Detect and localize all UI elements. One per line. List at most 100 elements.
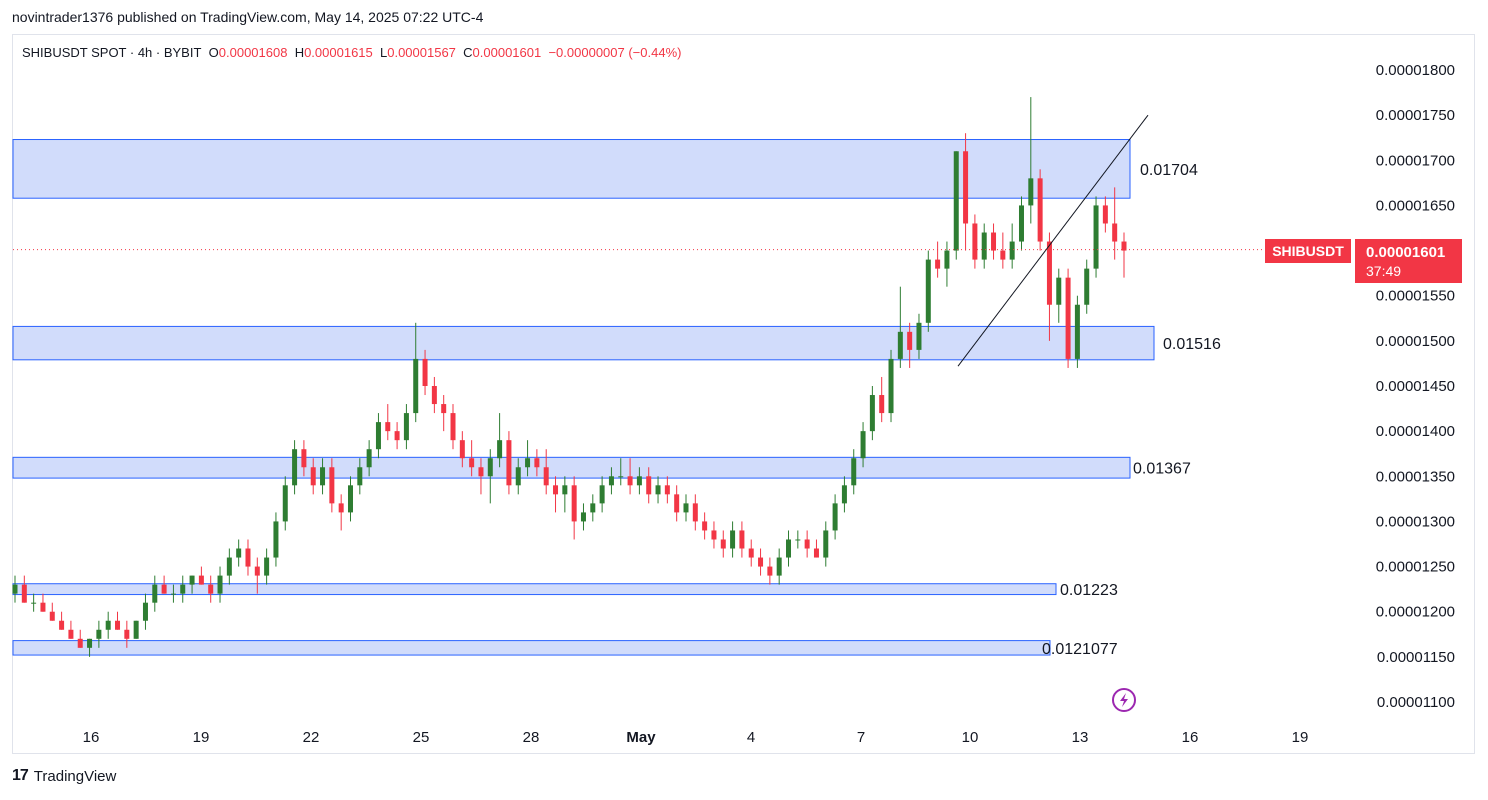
x-tick-label: 19 bbox=[193, 729, 210, 746]
x-tick-label: 16 bbox=[83, 729, 100, 746]
zone-rect[interactable] bbox=[12, 139, 1131, 199]
candle-body bbox=[627, 476, 633, 486]
candle-body bbox=[1037, 178, 1043, 242]
candle-body bbox=[124, 629, 130, 639]
candle-body bbox=[664, 485, 670, 495]
candle-body bbox=[786, 539, 792, 558]
x-tick-label: 4 bbox=[747, 729, 755, 746]
candle-body bbox=[1112, 223, 1118, 242]
zone-label: 0.01516 bbox=[1163, 336, 1221, 353]
candle-body bbox=[823, 530, 829, 558]
x-tick-label: May bbox=[626, 729, 656, 746]
zone-rect[interactable] bbox=[12, 583, 1057, 596]
zone-rect[interactable] bbox=[12, 456, 1131, 479]
candle-body bbox=[730, 530, 736, 549]
close-value: 0.00001601 bbox=[472, 45, 542, 60]
candle-body bbox=[692, 503, 698, 522]
price-tag-bg bbox=[1355, 239, 1462, 283]
candle-body bbox=[422, 358, 428, 386]
candle-body bbox=[776, 557, 782, 576]
x-tick-label: 10 bbox=[962, 729, 979, 746]
candle-body bbox=[580, 512, 586, 522]
candle-body bbox=[31, 602, 37, 604]
candle-body bbox=[161, 584, 167, 594]
candle-body bbox=[1000, 250, 1006, 260]
candle-body bbox=[655, 485, 661, 495]
symbol-tag: SHIBUSDT bbox=[1272, 243, 1344, 259]
candle-body bbox=[888, 358, 894, 414]
candle-body bbox=[702, 521, 708, 531]
symbol-tag-bg bbox=[1265, 239, 1351, 263]
open-value: 0.00001608 bbox=[218, 45, 288, 60]
price-tag-value: 0.00001601 bbox=[1366, 244, 1445, 261]
candle-body bbox=[562, 485, 568, 495]
candle-body bbox=[907, 331, 913, 350]
candle-body bbox=[142, 602, 148, 621]
x-tick-label: 16 bbox=[1182, 729, 1199, 746]
candle-body bbox=[487, 458, 493, 477]
candle-body bbox=[953, 151, 959, 251]
candle-body bbox=[1056, 277, 1062, 305]
zone-label: 0.01367 bbox=[1133, 461, 1191, 478]
y-tick-label: 0.00001800 bbox=[1376, 62, 1455, 79]
candle-body bbox=[347, 485, 353, 513]
brand-name[interactable]: TradingView bbox=[33, 767, 117, 785]
candle-body bbox=[813, 548, 819, 558]
candle-body bbox=[748, 548, 754, 558]
tradingview-logo-icon[interactable]: 17 bbox=[12, 767, 29, 784]
candle-body bbox=[478, 467, 484, 477]
candle-body bbox=[198, 575, 204, 585]
candle-body bbox=[1009, 241, 1015, 260]
candles-layer bbox=[12, 97, 1127, 657]
candle-body bbox=[515, 467, 521, 486]
candle-body bbox=[944, 250, 950, 269]
candle-body bbox=[226, 557, 232, 576]
candle-body bbox=[357, 467, 363, 486]
symbol-info[interactable]: SHIBUSDT SPOT · 4h · BYBIT bbox=[22, 45, 202, 60]
candle-body bbox=[1046, 241, 1052, 305]
candle-body bbox=[851, 458, 857, 486]
low-value: 0.00001567 bbox=[387, 45, 456, 60]
zone-rect[interactable] bbox=[12, 325, 1155, 361]
candle-body bbox=[1121, 241, 1127, 251]
candle-body bbox=[264, 557, 270, 576]
x-tick-label: 25 bbox=[413, 729, 430, 746]
x-tick-label: 13 bbox=[1072, 729, 1089, 746]
candle-body bbox=[170, 593, 176, 595]
y-tick-label: 0.00001750 bbox=[1376, 107, 1455, 124]
y-tick-label: 0.00001100 bbox=[1377, 694, 1455, 711]
candle-body bbox=[217, 575, 223, 594]
candle-body bbox=[739, 530, 745, 549]
y-tick-label: 0.00001650 bbox=[1376, 197, 1455, 214]
footer: 17 TradingView bbox=[12, 767, 116, 785]
candle-body bbox=[1018, 205, 1024, 242]
candle-body bbox=[758, 557, 764, 567]
candle-body bbox=[683, 503, 689, 513]
candle-body bbox=[77, 638, 83, 648]
candle-body bbox=[963, 151, 969, 224]
lightning-icon[interactable] bbox=[1112, 688, 1136, 712]
y-tick-label: 0.00001400 bbox=[1376, 423, 1455, 440]
candle-body bbox=[385, 422, 391, 432]
candle-body bbox=[869, 395, 875, 432]
y-axis: 0.00001800 0.00001750 0.00001700 0.00001650… bbox=[1376, 62, 1455, 711]
candle-body bbox=[87, 638, 93, 648]
candle-body bbox=[553, 485, 559, 495]
y-tick-label: 0.00001700 bbox=[1376, 152, 1455, 169]
chart-frame[interactable] bbox=[12, 34, 1475, 754]
zone-rect[interactable] bbox=[12, 640, 1051, 656]
candle-body bbox=[879, 395, 885, 414]
candle-body bbox=[59, 620, 65, 630]
candle-body bbox=[1028, 178, 1034, 206]
y-tick-label: 0.00001300 bbox=[1376, 513, 1455, 530]
trendline[interactable] bbox=[957, 114, 1149, 367]
candle-body bbox=[254, 566, 260, 576]
zone-label: 0.01704 bbox=[1140, 162, 1198, 179]
candle-body bbox=[525, 458, 531, 468]
candle-body bbox=[208, 584, 214, 594]
candle-body bbox=[310, 467, 316, 486]
candle-body bbox=[329, 467, 335, 504]
candle-body bbox=[133, 620, 139, 639]
y-tick-label: 0.00001500 bbox=[1376, 333, 1455, 350]
